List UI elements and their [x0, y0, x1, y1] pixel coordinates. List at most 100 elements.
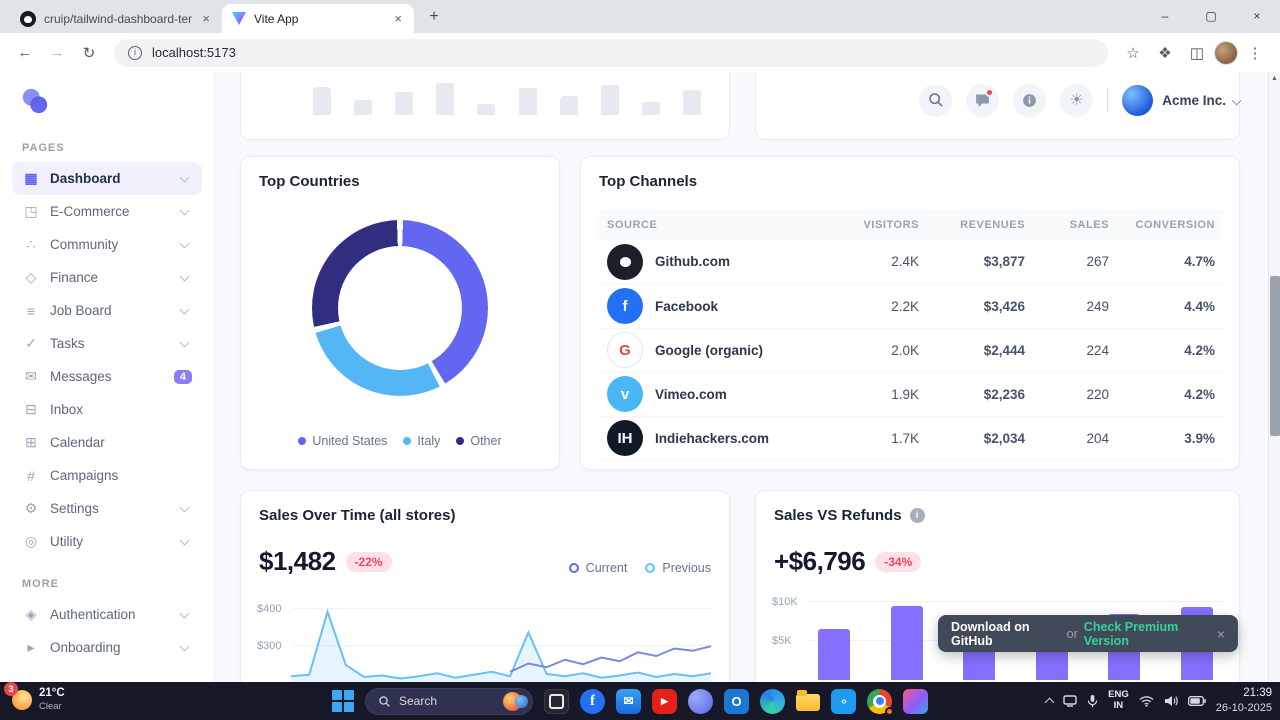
edge-icon[interactable] — [760, 688, 785, 714]
sidebar-item-utility[interactable]: ◎ Utility — [12, 525, 202, 558]
sidebar-item-inbox[interactable]: ⊟ Inbox — [12, 393, 202, 426]
file-explorer-icon[interactable] — [796, 690, 820, 711]
tab-github-repo[interactable]: cruip/tailwind-dashboard-temp × — [10, 4, 222, 33]
side-panel-icon[interactable]: ◫ — [1189, 44, 1205, 62]
clock-time: 21:39 — [1243, 687, 1272, 700]
channel-row[interactable]: G Google (organic) 2.0K $2,444 224 4.2% — [599, 328, 1223, 373]
chrome-icon[interactable] — [867, 688, 894, 716]
bookmark-star-icon[interactable]: ☆ — [1126, 44, 1140, 62]
premium-version-link[interactable]: Check Premium Version — [1083, 619, 1179, 648]
github-favicon-icon — [20, 10, 36, 27]
app-logo[interactable] — [20, 86, 50, 116]
youtube-icon[interactable]: ▶ — [652, 688, 677, 714]
sidebar-item-label: Dashboard — [50, 171, 121, 186]
header-divider — [1107, 88, 1109, 112]
sidebar-item-ecommerce[interactable]: ◳ E-Commerce — [12, 195, 202, 228]
channel-row[interactable]: IH Indiehackers.com 1.7K $2,034 204 3.9% — [599, 416, 1223, 461]
mail-icon[interactable]: ✉ — [616, 688, 641, 714]
scrollbar-thumb[interactable] — [1270, 276, 1280, 436]
sidebar-item-onboarding[interactable]: ▸ Onboarding — [12, 631, 202, 664]
tab-vite-app[interactable]: Vite App × — [222, 4, 414, 33]
windows-start-button[interactable] — [332, 690, 354, 712]
sidebar-item-dashboard[interactable]: ▦ Dashboard — [12, 162, 202, 195]
legend-italy[interactable]: Italy — [403, 434, 440, 448]
sidebar-item-job-board[interactable]: ≡ Job Board — [12, 294, 202, 327]
channel-row[interactable]: f Facebook 2.2K $3,426 249 4.4% — [599, 284, 1223, 329]
vscode-icon[interactable]: ‹› — [831, 688, 856, 714]
browser-menu-icon[interactable]: ⋮ — [1247, 44, 1263, 62]
sidebar-item-calendar[interactable]: ⊞ Calendar — [12, 426, 202, 459]
bar — [682, 90, 701, 115]
volume-icon[interactable] — [1164, 695, 1178, 707]
search-icon[interactable] — [919, 83, 953, 117]
inbox-icon: ⊟ — [25, 401, 37, 417]
sidebar-item-messages[interactable]: ✉ Messages 4 — [12, 360, 202, 393]
chevron-down-icon — [179, 205, 190, 215]
channel-row[interactable]: v Vimeo.com 1.9K $2,236 220 4.2% — [599, 372, 1223, 417]
copilot-icon[interactable] — [688, 688, 713, 714]
revenues-value: $2,444 — [927, 328, 1033, 373]
outlook-icon[interactable]: O — [724, 688, 749, 714]
wifi-icon[interactable] — [1139, 695, 1154, 707]
close-button[interactable]: × — [1253, 9, 1261, 23]
chevron-down-icon — [179, 608, 190, 618]
extensions-icon[interactable]: ❖ — [1158, 44, 1172, 62]
conversion-value: 4.7% — [1117, 240, 1223, 285]
refunds-total-value: +$6,796 — [774, 546, 866, 576]
tab-close-icon[interactable]: × — [394, 11, 402, 26]
revenues-value: $3,877 — [927, 240, 1033, 285]
taskbar-search[interactable]: Search — [365, 687, 533, 715]
channel-name: Github.com — [655, 254, 730, 270]
tab-title: Vite App — [254, 11, 299, 26]
legend-ring — [568, 563, 579, 573]
sidebar-item-authentication[interactable]: ◈ Authentication — [12, 598, 202, 631]
legend-ring — [645, 563, 656, 573]
channel-name: Facebook — [655, 298, 719, 314]
info-tooltip-icon[interactable]: i — [909, 508, 925, 523]
scroll-up-arrow[interactable]: ▲ — [1271, 75, 1278, 82]
weather-temperature: 21°C — [39, 687, 65, 699]
photos-icon[interactable] — [903, 688, 928, 714]
sidebar-item-finance[interactable]: ◇ Finance — [12, 261, 202, 294]
display-icon[interactable] — [1063, 695, 1077, 707]
visitors-value: 2.4K — [835, 240, 927, 285]
snipping-tool-icon[interactable] — [544, 688, 569, 714]
mic-icon[interactable] — [1087, 694, 1098, 708]
channel-row[interactable]: Github.com 2.4K $3,877 267 4.7% — [599, 240, 1223, 285]
site-info-icon[interactable]: i — [128, 45, 142, 60]
forward-button[interactable]: → — [49, 44, 65, 61]
sidebar-item-community[interactable]: ∴ Community — [12, 228, 202, 261]
maximize-button[interactable]: ▢ — [1205, 9, 1217, 23]
address-bar[interactable]: i localhost:5173 — [114, 38, 1108, 67]
sidebar-item-campaigns[interactable]: # Campaigns — [12, 459, 202, 492]
hidden-icons-chevron[interactable] — [1044, 697, 1055, 708]
language-switcher[interactable]: ENG IN — [1108, 689, 1129, 712]
legend-other[interactable]: Other — [456, 434, 502, 448]
sales-delta-badge: -22% — [345, 551, 392, 572]
minimize-button[interactable]: – — [1161, 9, 1169, 23]
new-tab-button[interactable]: + — [429, 8, 439, 25]
back-button[interactable]: ← — [17, 44, 33, 61]
battery-icon[interactable] — [1187, 696, 1206, 706]
account-menu[interactable]: Acme Inc. — [1122, 84, 1242, 116]
revenues-value: $2,034 — [927, 416, 1033, 461]
facebook-icon[interactable]: f — [580, 688, 605, 714]
taskbar-weather-widget[interactable]: 3 21°C Clear — [4, 682, 73, 714]
legend-previous[interactable]: Previous — [645, 561, 711, 575]
reload-button[interactable]: ↻ — [82, 44, 96, 62]
browser-profile-avatar[interactable] — [1214, 40, 1238, 65]
sidebar-item-settings[interactable]: ⚙ Settings — [12, 492, 202, 525]
sidebar-item-tasks[interactable]: ✓ Tasks — [12, 327, 202, 360]
theme-sun-icon[interactable]: ☀ — [1060, 83, 1094, 117]
legend-current[interactable]: Current — [568, 561, 627, 575]
page-scrollbar[interactable]: ▲ — [1268, 72, 1280, 682]
taskbar-clock[interactable]: 21:39 26-10-2025 — [1216, 686, 1272, 715]
bar — [890, 605, 923, 680]
tab-close-icon[interactable]: × — [202, 11, 210, 26]
info-icon[interactable] — [1013, 83, 1047, 117]
chat-icon[interactable] — [966, 83, 1000, 117]
legend-united-states[interactable]: United States — [298, 434, 387, 448]
github-logo-icon — [607, 243, 643, 280]
toast-close-icon[interactable]: × — [1216, 625, 1225, 642]
sidebar-nav-pages: ▦ Dashboard ◳ E-Commerce ∴ Community — [12, 162, 202, 558]
